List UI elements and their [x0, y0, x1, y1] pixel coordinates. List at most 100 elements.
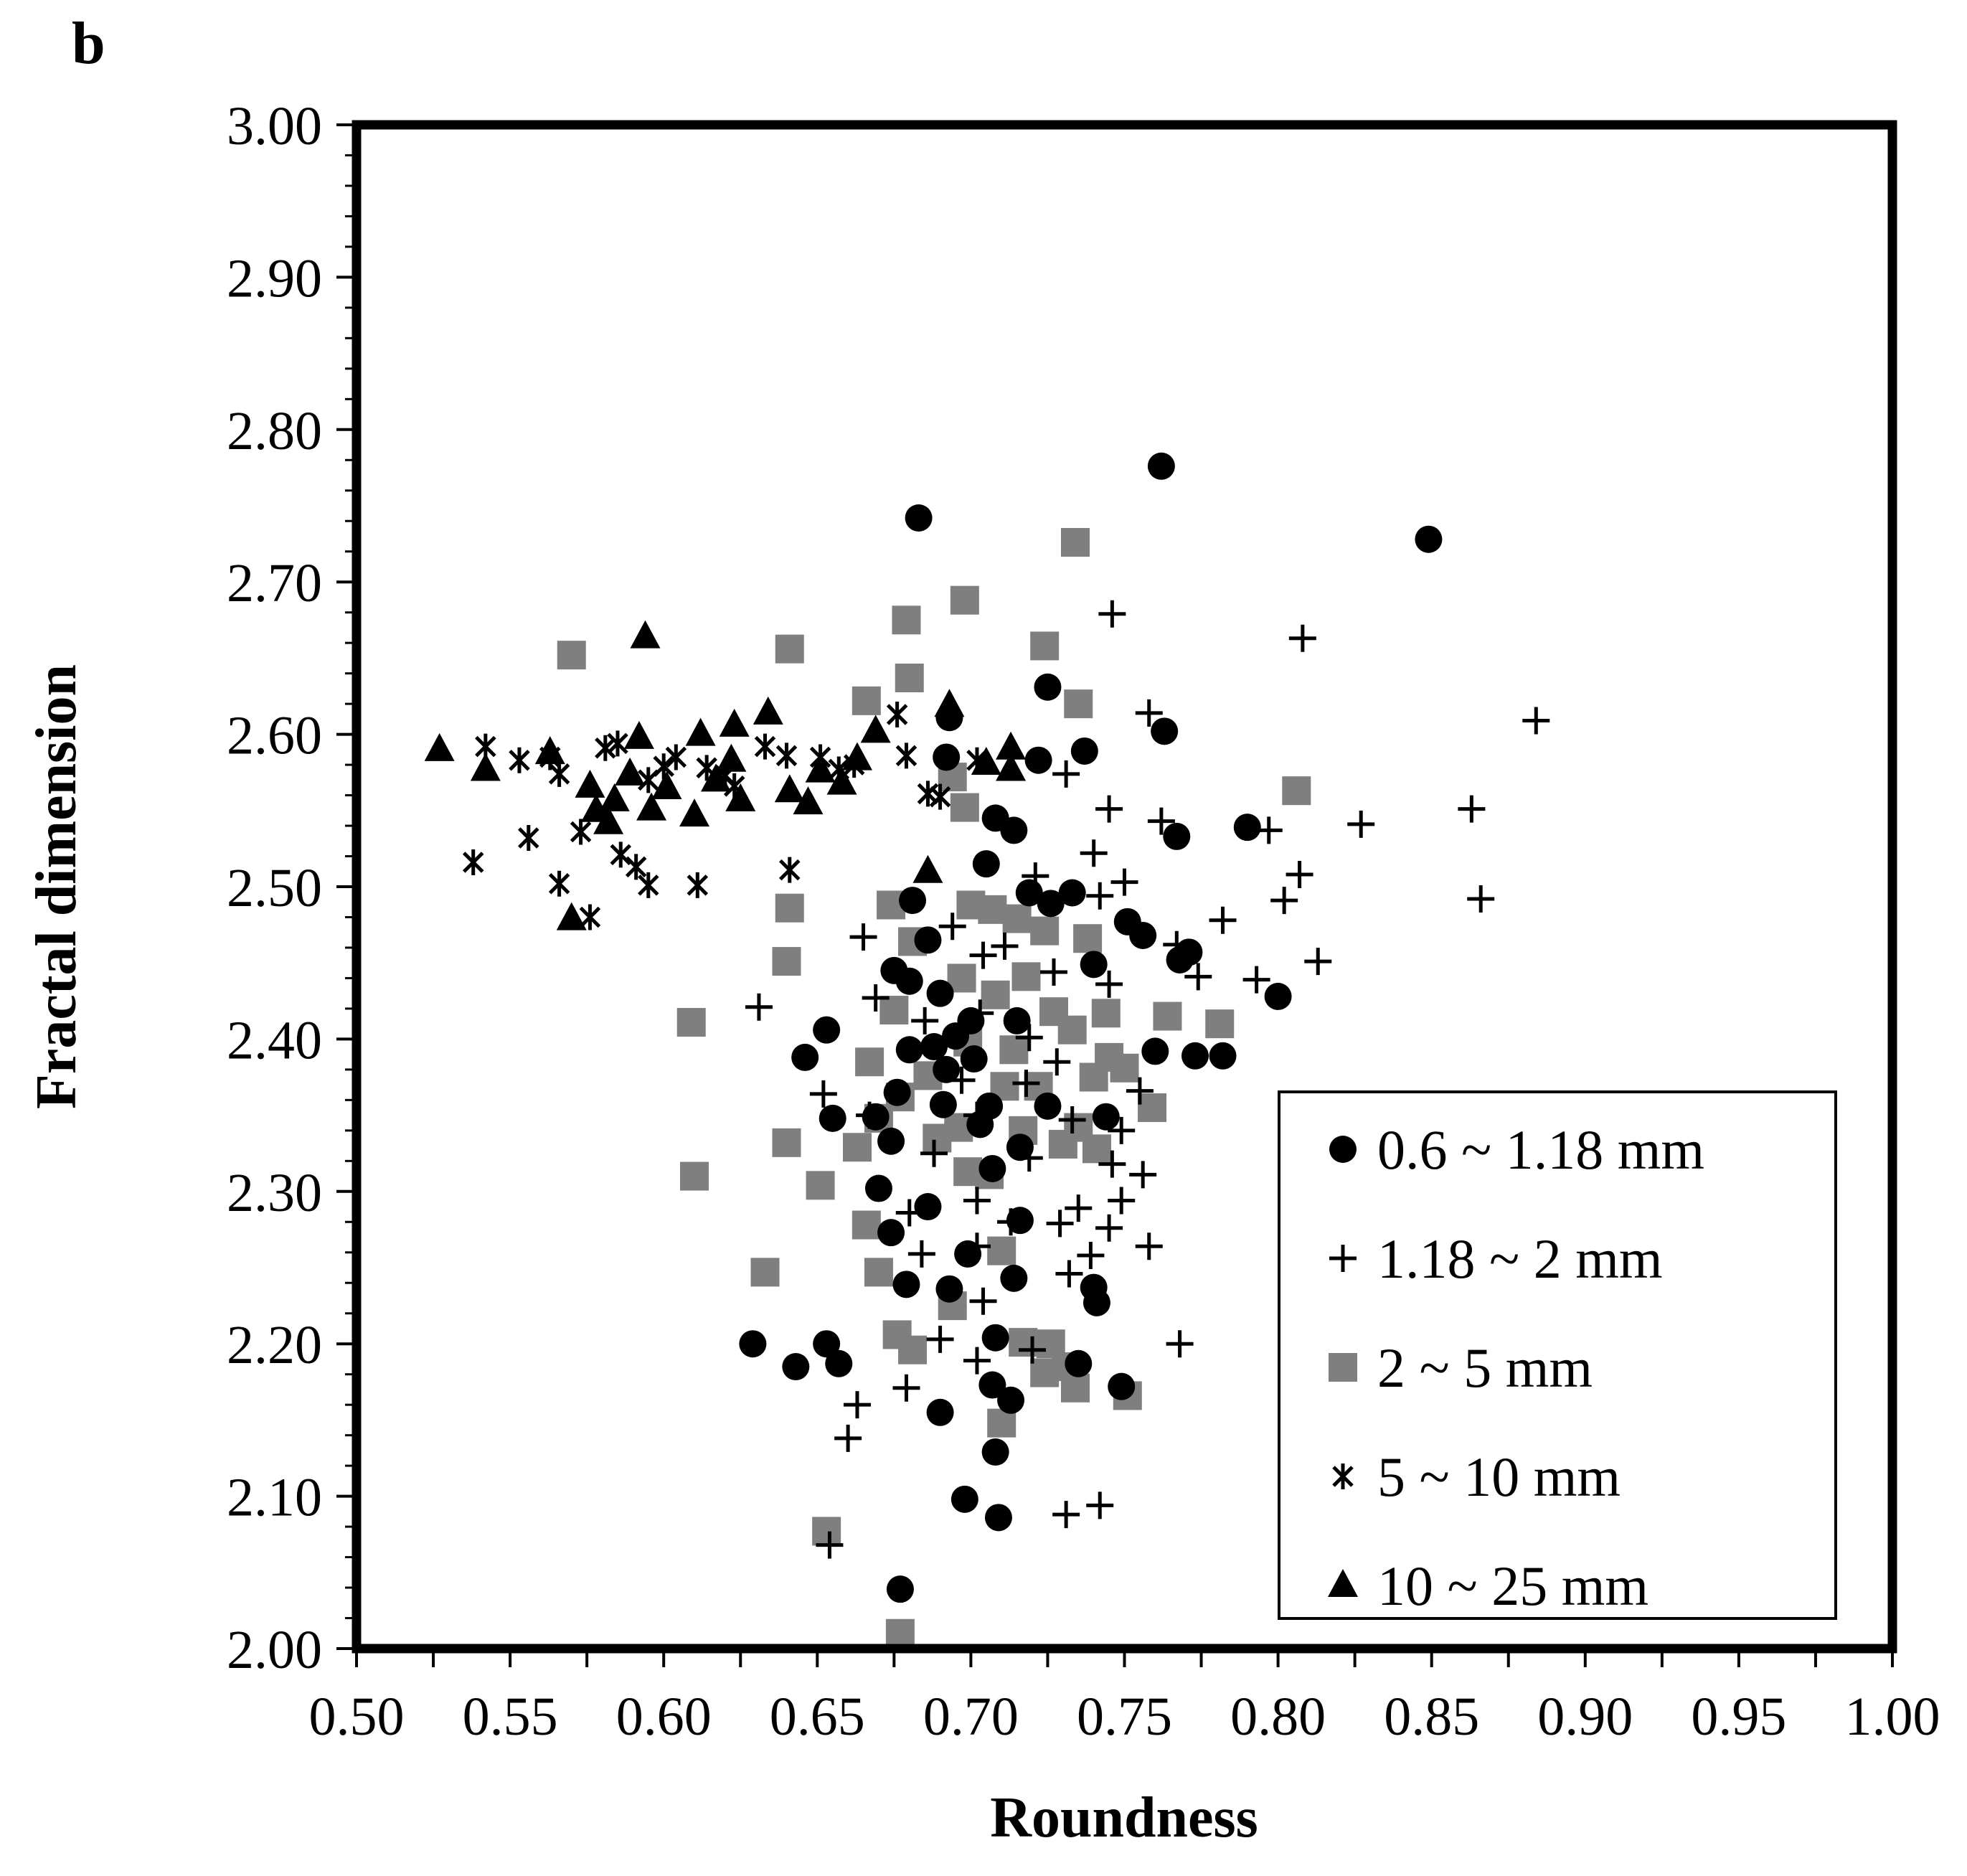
data-point-square — [1138, 1093, 1167, 1122]
data-point-plus — [926, 1325, 954, 1353]
y-tick-label: 2.70 — [227, 553, 322, 613]
data-point-asterisk — [754, 733, 776, 760]
data-point-triangle — [774, 774, 805, 803]
data-point-plus — [969, 1287, 997, 1315]
data-point-circle — [1166, 946, 1194, 974]
x-tick-label: 0.80 — [1230, 1687, 1326, 1747]
data-point-plus — [920, 1139, 948, 1167]
data-point-square — [1064, 689, 1093, 719]
data-point-square — [1153, 1001, 1182, 1031]
data-point-circle — [960, 1045, 988, 1073]
data-points — [424, 452, 1550, 1648]
data-point-plus — [843, 1391, 871, 1419]
data-point-triangle — [651, 770, 682, 799]
data-point-plus — [1012, 1070, 1040, 1097]
x-tick-label: 0.95 — [1691, 1687, 1786, 1747]
data-point-asterisk — [579, 904, 601, 930]
data-point-triangle — [679, 798, 710, 827]
data-point-circle — [905, 504, 933, 532]
data-point-asterisk — [570, 819, 592, 845]
data-point-square — [772, 1128, 801, 1157]
legend-marker-square — [1329, 1353, 1357, 1382]
data-point-plus — [1522, 707, 1550, 735]
data-point-plus — [969, 941, 997, 969]
data-point-plus — [1095, 1214, 1123, 1242]
data-point-plus — [1052, 760, 1080, 788]
series-plus — [745, 600, 1550, 1559]
x-axis-ticks: 0.50 0.55 0.60 0.65 0.70 0.75 0.80 0.85 0.90 0.95… — [309, 1649, 1940, 1747]
data-point-plus — [1135, 699, 1163, 727]
data-point-triangle — [805, 754, 836, 783]
legend-marker-asterisk — [1332, 1463, 1354, 1489]
x-axis-title: Roundness — [990, 1786, 1258, 1849]
data-point-triangle — [753, 696, 783, 725]
legend-label: 5 ~ 10 mm — [1377, 1446, 1621, 1508]
data-point-square — [895, 664, 924, 693]
x-tick-label: 0.65 — [770, 1687, 865, 1747]
data-point-circle — [997, 1386, 1025, 1414]
data-point-circle — [920, 1033, 948, 1061]
data-point-circle — [825, 1349, 853, 1377]
data-point-square — [812, 1517, 841, 1546]
data-point-asterisk — [775, 743, 798, 769]
data-point-circle — [813, 1016, 841, 1044]
data-point-triangle — [575, 769, 605, 798]
data-point-asterisk — [778, 857, 801, 883]
data-point-square — [1082, 1134, 1111, 1164]
data-point-circle — [1034, 1092, 1062, 1120]
x-tick-label: 0.55 — [463, 1687, 558, 1747]
data-point-square — [772, 947, 801, 976]
legend-label: 10 ~ 25 mm — [1377, 1555, 1648, 1617]
y-tick-label: 2.20 — [227, 1315, 322, 1375]
data-point-circle — [1034, 673, 1062, 701]
data-point-triangle — [470, 753, 501, 781]
data-point-plus — [1129, 1161, 1157, 1189]
data-point-square — [852, 686, 881, 715]
data-point-plus — [1065, 1194, 1093, 1222]
data-point-plus — [963, 1187, 991, 1215]
data-point-plus — [1304, 948, 1332, 976]
data-point-plus — [745, 993, 773, 1021]
y-tick-label: 2.50 — [227, 858, 322, 918]
data-point-circle — [862, 1103, 890, 1131]
data-point-circle — [1003, 1007, 1031, 1034]
series-triangle — [424, 620, 1027, 930]
data-point-circle — [819, 1104, 846, 1132]
data-point-square — [923, 1123, 952, 1153]
data-point-plus — [816, 1531, 844, 1559]
data-point-triangle — [556, 902, 587, 930]
data-point-circle — [1006, 1133, 1034, 1161]
data-point-circle — [926, 1398, 954, 1426]
data-point-plus — [1052, 1501, 1080, 1529]
data-point-plus — [809, 1080, 837, 1108]
data-point-triangle — [996, 731, 1027, 760]
data-point-square — [676, 1008, 706, 1037]
data-point-square — [885, 1618, 915, 1648]
data-point-plus — [1046, 1210, 1074, 1238]
data-point-triangle — [580, 793, 611, 822]
data-point-asterisk — [595, 735, 616, 761]
data-point-plus — [1077, 1242, 1105, 1270]
data-point-triangle — [700, 763, 731, 792]
data-point-plus — [834, 1424, 862, 1452]
data-point-circle — [813, 1330, 841, 1358]
data-point-plus — [1126, 1077, 1154, 1105]
data-point-square — [1030, 916, 1060, 946]
data-point-circle — [978, 1371, 1006, 1399]
data-point-circle — [1000, 1264, 1028, 1292]
data-point-circle — [978, 1154, 1006, 1182]
data-point-square — [879, 996, 909, 1025]
data-point-triangle — [971, 746, 1001, 775]
data-point-plus — [1147, 807, 1175, 835]
data-point-circle — [739, 1330, 767, 1358]
data-point-circle — [791, 1043, 819, 1071]
data-point-square — [864, 1258, 893, 1287]
data-point-triangle — [719, 708, 750, 737]
data-point-square — [950, 793, 979, 822]
data-point-triangle — [685, 717, 716, 746]
data-point-plus — [1242, 966, 1270, 994]
data-point-plus — [938, 913, 966, 941]
data-point-circle — [883, 1078, 911, 1106]
data-point-square — [750, 1258, 780, 1287]
x-tick-label: 0.60 — [616, 1687, 712, 1747]
